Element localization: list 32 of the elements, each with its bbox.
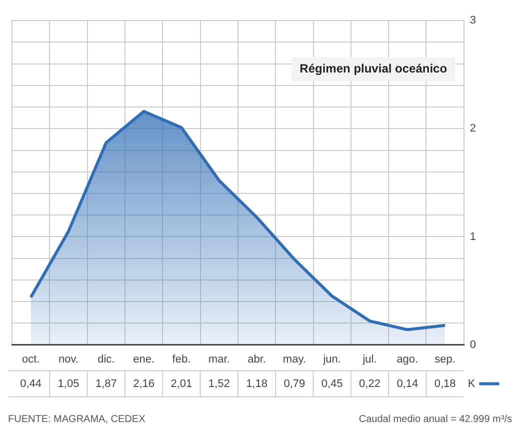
x-tick-label: dic. bbox=[98, 353, 115, 366]
x-tick-label: ago. bbox=[396, 353, 418, 366]
x-tick-label: sep. bbox=[434, 353, 456, 366]
y-tick-label: 0 bbox=[470, 338, 476, 351]
data-label: 1,05 bbox=[58, 378, 80, 390]
data-label: 0,14 bbox=[396, 378, 418, 390]
text: Régimen pluvial oceánico bbox=[300, 62, 448, 76]
data-label: 1,18 bbox=[246, 378, 268, 390]
y-tick-label: 2 bbox=[470, 122, 476, 135]
x-tick-label: jun. bbox=[322, 353, 341, 366]
source-note: FUENTE: MAGRAMA, CEDEX bbox=[8, 414, 146, 425]
x-tick-label: abr. bbox=[248, 353, 266, 366]
data-label: 0,45 bbox=[321, 378, 343, 390]
data-label: 2,01 bbox=[170, 378, 192, 390]
data-label: 2,16 bbox=[133, 378, 155, 390]
x-tick-label: oct. bbox=[22, 353, 40, 366]
data-label: 0,18 bbox=[434, 378, 456, 390]
x-tick-label: mar. bbox=[208, 353, 230, 366]
y-tick-label: 3 bbox=[470, 14, 476, 27]
data-label: 0,44 bbox=[20, 378, 42, 390]
x-tick-label: feb. bbox=[172, 353, 191, 366]
y-tick-label: 1 bbox=[470, 230, 476, 243]
data-label: 1,87 bbox=[95, 378, 117, 390]
x-tick-label: ene. bbox=[133, 353, 155, 366]
x-tick-label: jul. bbox=[362, 353, 377, 366]
data-label: 0,22 bbox=[359, 378, 380, 390]
text: Caudal medio anual = 42.999 m³/s bbox=[358, 414, 512, 425]
x-tick-label: may. bbox=[282, 353, 306, 366]
data-label: 0,79 bbox=[284, 378, 306, 390]
x-tick-label: nov. bbox=[58, 353, 78, 366]
data-label: 1,52 bbox=[208, 378, 230, 390]
legend-label: K bbox=[468, 378, 476, 390]
